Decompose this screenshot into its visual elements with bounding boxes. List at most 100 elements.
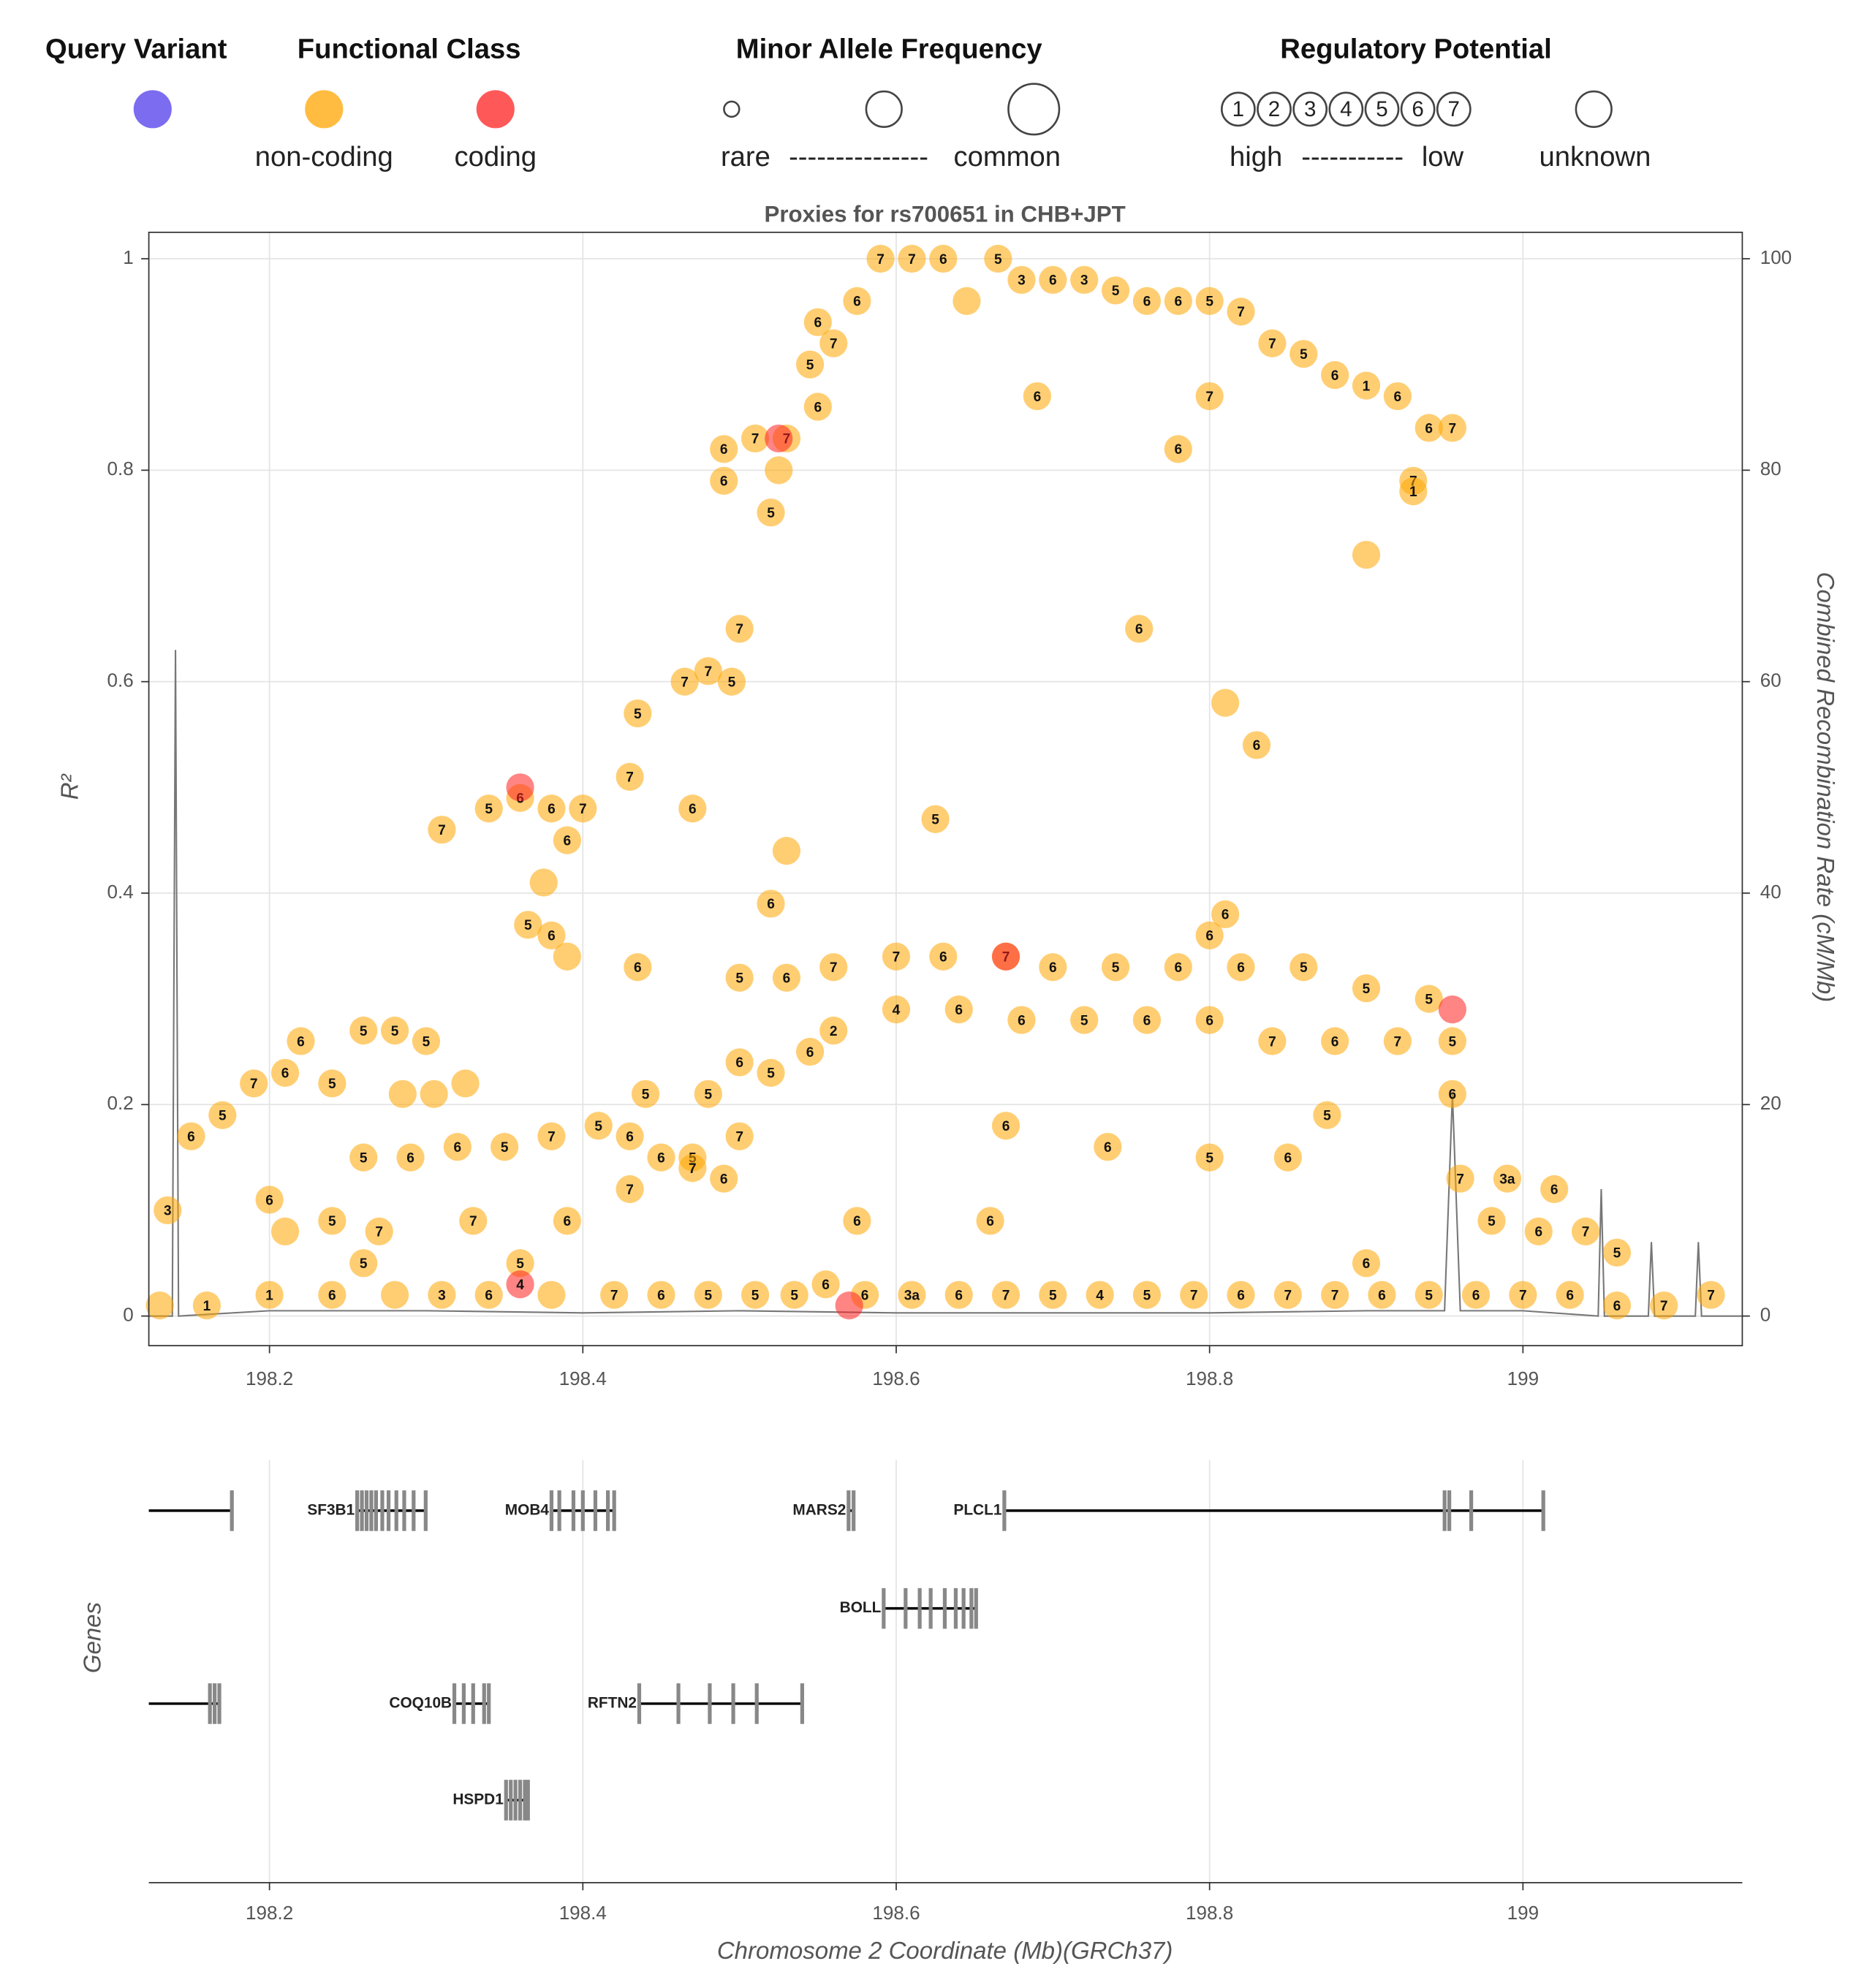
- variant-point: [537, 921, 566, 949]
- exon: [882, 1587, 886, 1629]
- regulatory-label: 5: [1449, 1034, 1457, 1050]
- regulatory-label: 7: [1268, 1034, 1276, 1050]
- regulatory-label: 7: [681, 675, 689, 690]
- regulatory-label: 6: [548, 929, 556, 944]
- gene-name: COQ10B: [389, 1694, 452, 1711]
- x-tick-label: 198.8: [1186, 1902, 1233, 1924]
- legend-label: non-coding: [255, 141, 393, 172]
- variant-point: [1321, 1281, 1349, 1309]
- regulatory-label: 6: [564, 833, 572, 849]
- regulatory-label: 7: [548, 1129, 556, 1145]
- regulatory-label: 6: [1049, 960, 1057, 976]
- reg-level: 1: [1232, 97, 1244, 121]
- variant-point: [1211, 688, 1240, 717]
- legend-label: high: [1230, 141, 1282, 172]
- exon: [549, 1490, 554, 1531]
- regulatory-label: 7: [1519, 1288, 1527, 1303]
- exon: [580, 1490, 585, 1531]
- regulatory-label: 5: [1300, 960, 1308, 976]
- variant-point: [1524, 1217, 1553, 1245]
- regulatory-label: 5: [1112, 284, 1120, 299]
- reg-level: 3: [1304, 97, 1316, 121]
- regulatory-label: 6: [281, 1066, 289, 1082]
- reg-circle: [1257, 91, 1292, 127]
- variant-point: [1101, 276, 1130, 305]
- regulatory-label: 6: [1104, 1140, 1112, 1156]
- gene-name: HSPD1: [452, 1791, 503, 1807]
- variant-point: [1461, 1281, 1491, 1309]
- regulatory-label: 6: [735, 1055, 743, 1071]
- regulatory-label: 5: [360, 1256, 368, 1272]
- regulatory-label: 5: [1049, 1288, 1057, 1303]
- exon: [800, 1683, 804, 1724]
- x-tick-label: 198.4: [559, 1902, 607, 1924]
- variant-point: [819, 953, 848, 982]
- exon: [518, 1780, 523, 1821]
- variant-point: [1227, 953, 1255, 982]
- regulatory-label: 5: [767, 1066, 775, 1082]
- variant-point: [600, 1281, 629, 1309]
- variant-point: [1195, 921, 1224, 949]
- regulatory-label: 6: [406, 1150, 414, 1166]
- variant-point: [1195, 1143, 1224, 1172]
- exon: [513, 1780, 518, 1821]
- regulatory-label: 7: [830, 960, 838, 976]
- exon: [423, 1490, 428, 1531]
- y-tick-label: 0.2: [107, 1092, 134, 1114]
- regulatory-label: 6: [1534, 1225, 1542, 1240]
- exon: [523, 1780, 527, 1821]
- regulatory-label: 6: [783, 971, 791, 986]
- exon: [386, 1490, 391, 1531]
- gene-name: SF3B1: [307, 1501, 355, 1518]
- y-tick-label: 1: [123, 246, 134, 268]
- exon: [402, 1490, 406, 1531]
- regulatory-label: 6: [720, 442, 728, 458]
- legend-label: low: [1422, 141, 1464, 172]
- reg-level: 6: [1412, 97, 1423, 121]
- regulatory-label: 5: [219, 1109, 227, 1124]
- regulatory-label: 4: [516, 1278, 524, 1293]
- variant-point: [1007, 265, 1036, 295]
- regulatory-label: 5: [1080, 1013, 1088, 1028]
- variant-point: [1602, 1291, 1632, 1320]
- regulatory-label: 4: [1096, 1288, 1104, 1303]
- variant-point: [349, 1143, 378, 1172]
- variant-point: [1438, 995, 1466, 1024]
- exon: [676, 1683, 681, 1724]
- y2-tick-label: 40: [1760, 881, 1781, 903]
- regulatory-label: 6: [689, 802, 697, 817]
- regulatory-label: 6: [955, 1288, 963, 1303]
- gene-name: MARS2: [792, 1501, 846, 1518]
- variant-point: [1602, 1238, 1632, 1267]
- variant-point: [898, 244, 926, 273]
- variant-point: [1571, 1217, 1600, 1245]
- variant-point: [741, 1281, 770, 1309]
- y-tick-label: 0.6: [107, 669, 134, 691]
- variant-point: [287, 1027, 315, 1055]
- reg-level: 2: [1268, 97, 1280, 121]
- variant-point: [1164, 435, 1192, 463]
- regulatory-label: 7: [1707, 1288, 1715, 1303]
- reg-circle: [1220, 91, 1256, 127]
- variant-point: [616, 1122, 644, 1150]
- exon: [217, 1683, 221, 1724]
- exon: [1447, 1490, 1452, 1531]
- regulatory-label: 5: [485, 802, 493, 817]
- variant-point: [757, 498, 785, 527]
- y2-tick-label: 20: [1760, 1092, 1781, 1114]
- regulatory-label: 6: [720, 474, 728, 490]
- variant-point: [647, 1281, 675, 1309]
- exon: [969, 1587, 974, 1629]
- regulatory-label: 7: [1331, 1288, 1339, 1303]
- variant-point: [819, 1016, 848, 1045]
- reg-circle: [1400, 91, 1436, 127]
- x-tick-label: 198.6: [872, 1902, 920, 1924]
- variant-point: [882, 942, 911, 971]
- variant-point: [553, 826, 581, 854]
- variant-point: [240, 1069, 268, 1098]
- exon: [612, 1490, 616, 1531]
- regulatory-label: 6: [814, 400, 822, 415]
- main-plot: 198.2 198.4 198.6 198.8 199 0 0.2 0.4 0.6 0.8 1 0 20…: [107, 232, 1792, 1389]
- regulatory-label: 6: [1550, 1183, 1559, 1198]
